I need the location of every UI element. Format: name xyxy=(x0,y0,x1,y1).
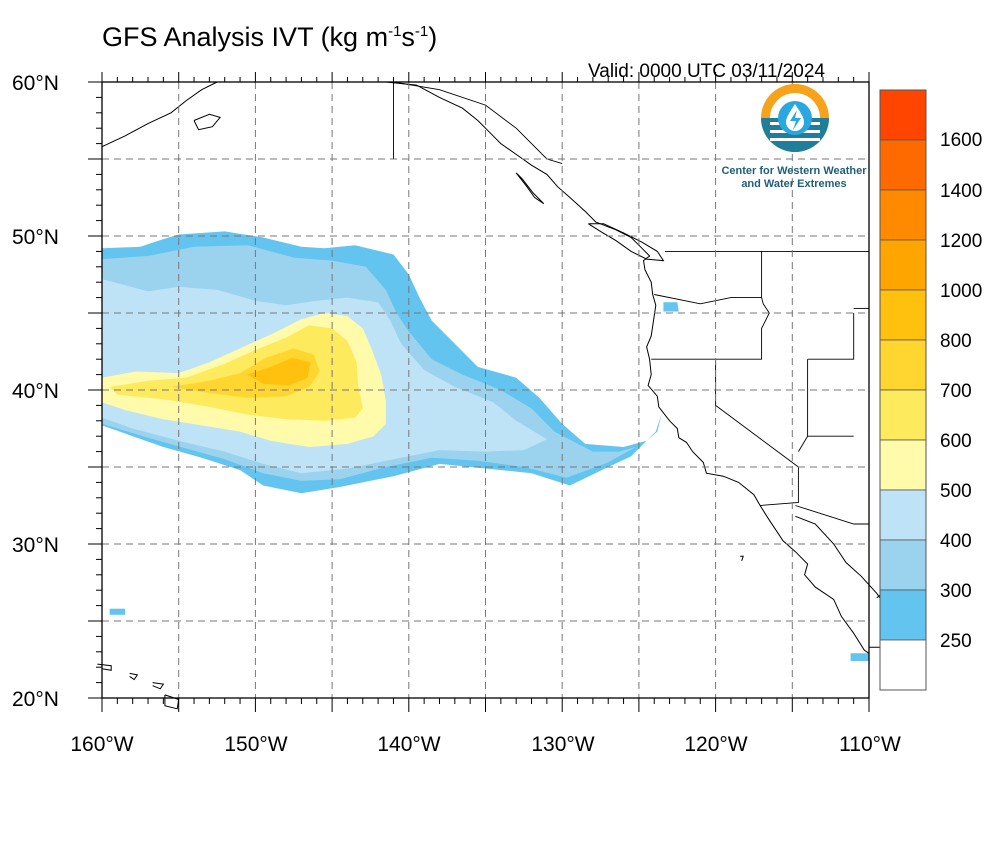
island xyxy=(129,672,139,681)
colorbar-label: 500 xyxy=(940,481,972,502)
colorbar-swatch xyxy=(879,89,927,141)
cw3e-logo-icon xyxy=(761,84,829,152)
logo-line-2: and Water Extremes xyxy=(741,178,847,190)
colorbar-swatch xyxy=(879,439,927,491)
lon-label-110w: 110°W xyxy=(839,733,901,756)
ivt-band-250 xyxy=(663,302,679,312)
ivt-band-700 xyxy=(171,348,320,398)
ivt-band-250 xyxy=(850,653,869,661)
state-border xyxy=(807,313,855,360)
island xyxy=(193,113,221,131)
alaska-border xyxy=(393,81,563,165)
island xyxy=(152,682,165,690)
lon-label-130w: 130°W xyxy=(531,733,595,756)
state-border xyxy=(798,359,809,452)
colorbar-swatch xyxy=(879,289,927,341)
island xyxy=(515,172,545,205)
lon-label-120w: 120°W xyxy=(684,733,748,756)
colorbar-swatch xyxy=(879,339,927,391)
colorbar-swatch xyxy=(879,239,927,291)
coastline xyxy=(101,81,218,148)
colorbar-label: 700 xyxy=(940,381,972,402)
colorbar-label: 1400 xyxy=(940,181,983,202)
lat-label-60: 60°N xyxy=(12,72,59,95)
valid-time: Valid: 0000 UTC 03/11/2024 xyxy=(588,61,825,82)
colorbar-frame xyxy=(879,89,927,691)
ivt-band-800 xyxy=(247,357,311,386)
island xyxy=(588,223,665,262)
colorbar-label: 1200 xyxy=(940,231,983,252)
coastline xyxy=(385,81,870,654)
island xyxy=(97,663,112,671)
chart-title: GFS Analysis IVT (kg m-1s-1) xyxy=(102,22,438,52)
colorbar-label: 1000 xyxy=(940,281,983,302)
colorbar-label: 400 xyxy=(940,531,972,552)
island xyxy=(740,555,744,562)
colorbar-swatch xyxy=(879,539,927,591)
ivt-band-250 xyxy=(109,608,125,615)
colorbar-label: 800 xyxy=(940,331,972,352)
colorbar-label: 300 xyxy=(940,581,972,602)
colorbar-swatch xyxy=(879,139,927,191)
state-border xyxy=(715,359,799,506)
colorbar-swatch xyxy=(879,189,927,241)
lat-label-40: 40°N xyxy=(12,380,59,403)
colorbar-label: 1600 xyxy=(940,130,983,151)
logo-text: Center for Western Weather and Water Ext… xyxy=(712,165,876,191)
colorbar-label: 600 xyxy=(940,431,972,452)
colorbar xyxy=(879,89,927,691)
lat-label-30: 30°N xyxy=(12,534,59,557)
colorbar-swatch xyxy=(879,389,927,441)
colorbar-swatch xyxy=(879,639,927,691)
lat-label-20: 20°N xyxy=(12,688,59,711)
lat-label-50: 50°N xyxy=(12,226,59,249)
lon-label-160w: 160°W xyxy=(70,733,134,756)
island xyxy=(164,694,180,710)
colorbar-label: 250 xyxy=(940,631,972,652)
colorbar-swatch xyxy=(879,589,927,641)
us-mexico-border xyxy=(795,505,869,525)
logo-line-1: Center for Western Weather xyxy=(721,165,867,177)
lon-label-150w: 150°W xyxy=(224,733,288,756)
ivt-shading xyxy=(102,231,869,661)
axis-ticks xyxy=(88,72,870,712)
ivt-band-600 xyxy=(109,325,363,421)
colorbar-swatch xyxy=(879,489,927,541)
lon-label-140w: 140°W xyxy=(377,733,441,756)
